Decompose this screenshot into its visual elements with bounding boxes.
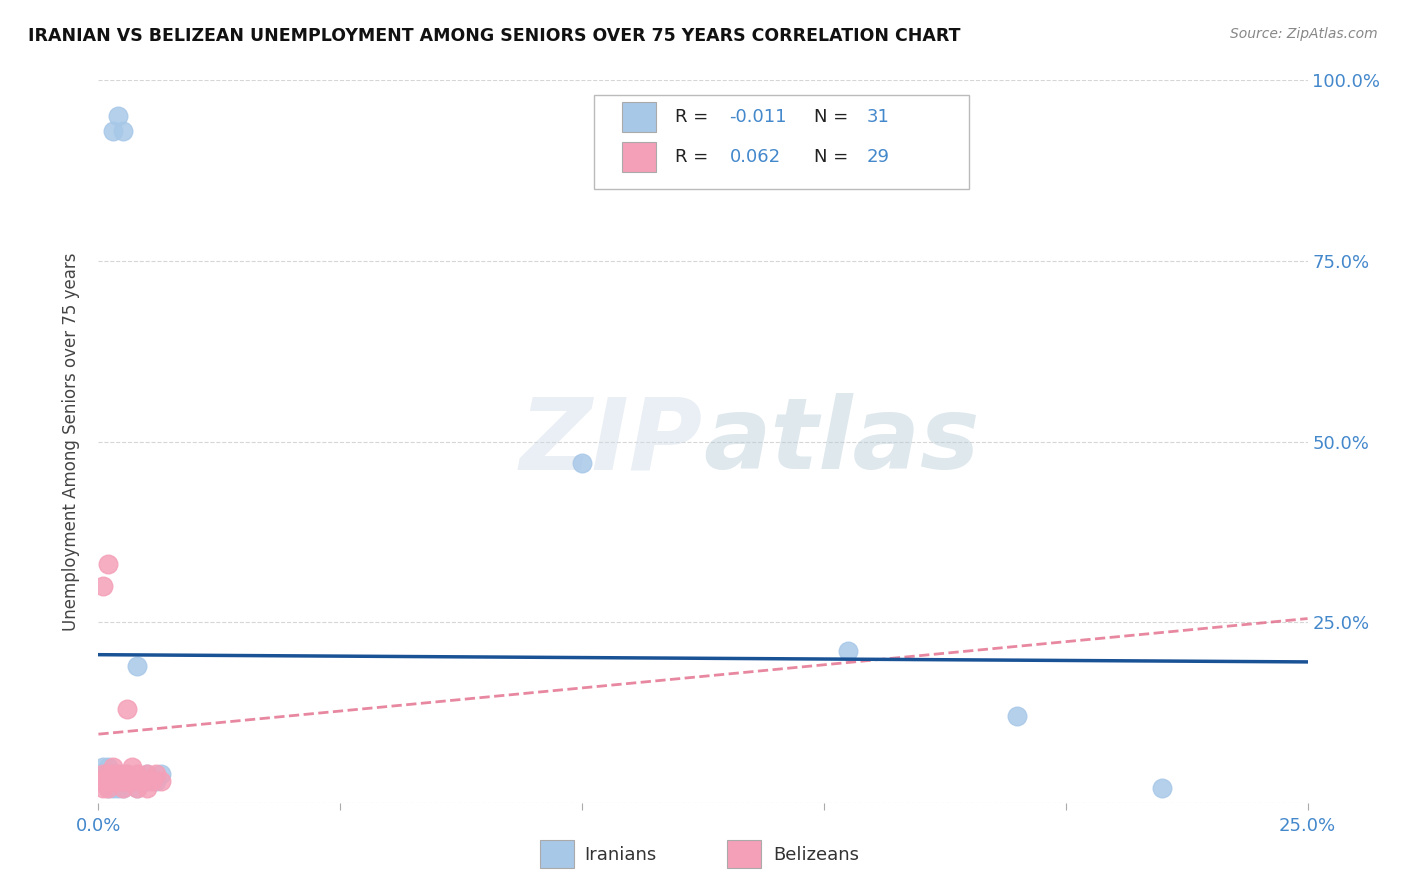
Point (107, 781, 129, 796)
Text: R =: R = (675, 148, 714, 166)
Text: atlas: atlas (703, 393, 980, 490)
Text: 31: 31 (866, 108, 889, 126)
Point (107, 767, 129, 781)
Point (97, 781, 120, 796)
Point (117, 702, 139, 716)
Text: -0.011: -0.011 (730, 108, 787, 126)
Point (150, 774, 173, 789)
Point (1007, 709, 1029, 723)
Point (97, 767, 120, 781)
Text: Iranians: Iranians (585, 846, 657, 863)
FancyBboxPatch shape (540, 840, 574, 868)
Text: N =: N = (814, 108, 855, 126)
Point (91, 767, 114, 781)
FancyBboxPatch shape (727, 840, 761, 868)
Point (127, 781, 149, 796)
FancyBboxPatch shape (595, 95, 969, 189)
FancyBboxPatch shape (621, 102, 655, 132)
Point (121, 774, 143, 789)
Point (101, 767, 124, 781)
Point (111, 774, 134, 789)
Point (107, 110, 129, 124)
Point (101, 774, 124, 789)
Point (91, 760, 114, 774)
Point (127, 767, 149, 781)
Point (101, 774, 124, 789)
Point (150, 767, 173, 781)
Point (111, 781, 134, 796)
Point (97, 760, 120, 774)
Point (121, 760, 143, 774)
Point (111, 781, 134, 796)
Point (111, 774, 134, 789)
Point (111, 124, 134, 138)
Point (127, 781, 149, 796)
Point (97, 767, 120, 781)
Point (571, 456, 593, 470)
Point (837, 644, 859, 658)
Point (97, 774, 120, 789)
Point (107, 767, 129, 781)
Text: Source: ZipAtlas.com: Source: ZipAtlas.com (1230, 27, 1378, 41)
Point (107, 774, 129, 789)
Point (91, 774, 114, 789)
Point (91, 579, 114, 593)
Point (117, 774, 139, 789)
Text: IRANIAN VS BELIZEAN UNEMPLOYMENT AMONG SENIORS OVER 75 YEARS CORRELATION CHART: IRANIAN VS BELIZEAN UNEMPLOYMENT AMONG S… (28, 27, 960, 45)
Text: 29: 29 (866, 148, 889, 166)
Point (91, 774, 114, 789)
Point (117, 767, 139, 781)
Point (91, 781, 114, 796)
Point (127, 658, 149, 673)
Point (135, 774, 157, 789)
Text: 0.062: 0.062 (730, 148, 780, 166)
Text: ZIP: ZIP (520, 393, 703, 490)
Point (145, 774, 167, 789)
Point (131, 774, 153, 789)
Point (97, 774, 120, 789)
Point (101, 767, 124, 781)
Point (97, 781, 120, 796)
FancyBboxPatch shape (621, 142, 655, 172)
Text: Belizeans: Belizeans (773, 846, 859, 863)
Point (101, 760, 124, 774)
Point (141, 774, 163, 789)
Point (145, 767, 167, 781)
Point (131, 774, 153, 789)
Y-axis label: Unemployment Among Seniors over 75 years: Unemployment Among Seniors over 75 years (62, 252, 80, 631)
Point (135, 767, 157, 781)
Point (101, 124, 124, 138)
Point (117, 767, 139, 781)
Point (121, 774, 143, 789)
Text: N =: N = (814, 148, 855, 166)
Point (135, 767, 157, 781)
Point (97, 558, 120, 572)
Point (117, 774, 139, 789)
Point (90, 774, 112, 789)
Point (135, 781, 157, 796)
Point (1152, 781, 1174, 796)
Point (101, 781, 124, 796)
Point (91, 767, 114, 781)
Text: R =: R = (675, 108, 714, 126)
